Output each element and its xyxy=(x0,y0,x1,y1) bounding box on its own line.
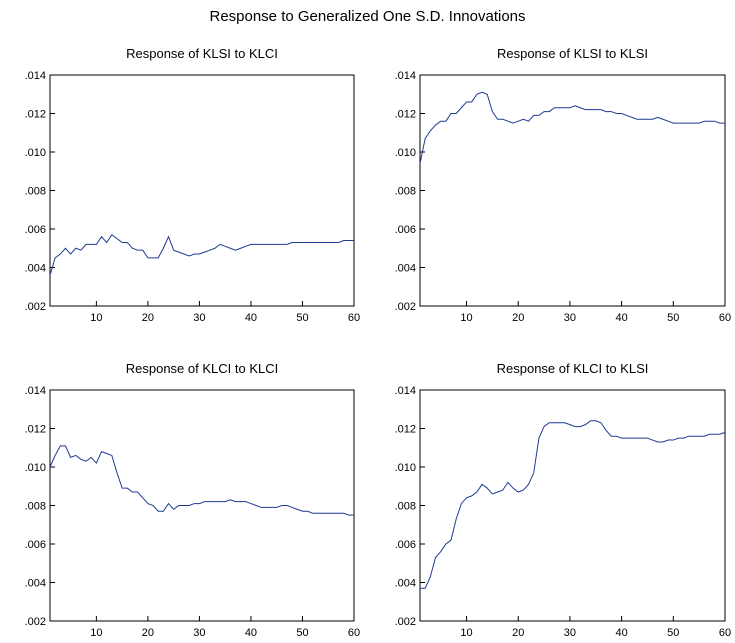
y-tick-label: .004 xyxy=(25,578,46,590)
x-tick-label: 60 xyxy=(348,312,360,324)
panel-title-3: Response of KLCI to KLCI xyxy=(126,361,278,376)
y-tick-label: .004 xyxy=(395,263,416,275)
y-tick-label: .010 xyxy=(395,147,416,159)
response-line-1 xyxy=(49,234,354,276)
response-line-2 xyxy=(419,91,725,164)
figure-title: Response to Generalized One S.D. Innovat… xyxy=(209,8,526,25)
y-tick-label: .004 xyxy=(25,263,46,275)
x-tick-label: 10 xyxy=(460,627,472,639)
y-tick-label: .014 xyxy=(395,385,416,397)
y-tick-label: .014 xyxy=(395,70,416,82)
x-tick-label: 10 xyxy=(90,312,102,324)
x-tick-label: 30 xyxy=(193,627,205,639)
x-tick-label: 40 xyxy=(245,312,257,324)
x-tick-label: 50 xyxy=(667,627,679,639)
x-tick-label: 20 xyxy=(142,627,154,639)
x-tick-label: 30 xyxy=(564,627,576,639)
response-line-4 xyxy=(420,420,726,589)
x-tick-label: 60 xyxy=(348,627,360,639)
y-tick-label: .010 xyxy=(25,147,46,159)
x-tick-label: 10 xyxy=(90,627,102,639)
x-tick-label: 60 xyxy=(719,627,731,639)
y-tick-label: .014 xyxy=(25,70,46,82)
y-tick-label: .012 xyxy=(25,109,46,121)
panel-title-1: Response of KLSI to KLCI xyxy=(126,46,278,61)
y-tick-label: .006 xyxy=(25,539,46,551)
y-tick-label: .012 xyxy=(395,424,416,436)
x-tick-label: 50 xyxy=(667,312,679,324)
x-tick-label: 20 xyxy=(512,312,524,324)
y-tick-label: .006 xyxy=(395,539,416,551)
y-tick-label: .010 xyxy=(25,462,46,474)
y-tick-label: .014 xyxy=(25,385,46,397)
y-tick-label: .002 xyxy=(395,616,416,628)
x-tick-label: 60 xyxy=(719,312,731,324)
response-line-3 xyxy=(49,445,354,516)
y-tick-label: .006 xyxy=(25,224,46,236)
y-tick-label: .012 xyxy=(25,424,46,436)
y-tick-label: .010 xyxy=(395,462,416,474)
x-tick-label: 10 xyxy=(460,312,472,324)
x-tick-label: 30 xyxy=(193,312,205,324)
x-tick-label: 40 xyxy=(615,627,627,639)
y-tick-label: .004 xyxy=(395,578,416,590)
y-tick-label: .008 xyxy=(395,501,416,513)
y-tick-label: .002 xyxy=(25,301,46,313)
x-tick-label: 50 xyxy=(296,627,308,639)
y-tick-label: .012 xyxy=(395,109,416,121)
plot-frame-1 xyxy=(49,74,355,307)
panel-title-2: Response of KLSI to KLSI xyxy=(497,46,648,61)
panel-title-4: Response of KLCI to KLSI xyxy=(497,361,649,376)
y-tick-label: .002 xyxy=(395,301,416,313)
x-tick-label: 20 xyxy=(142,312,154,324)
y-tick-label: .008 xyxy=(25,501,46,513)
plot-frame-4 xyxy=(419,389,726,622)
y-tick-label: .008 xyxy=(395,186,416,198)
x-tick-label: 40 xyxy=(615,312,627,324)
y-tick-label: .002 xyxy=(25,616,46,628)
x-tick-label: 40 xyxy=(245,627,257,639)
plot-frame-3 xyxy=(49,389,355,622)
plot-frame-2 xyxy=(419,74,726,307)
x-tick-label: 50 xyxy=(296,312,308,324)
y-tick-label: .006 xyxy=(395,224,416,236)
y-tick-label: .008 xyxy=(25,186,46,198)
x-tick-label: 30 xyxy=(564,312,576,324)
x-tick-label: 20 xyxy=(512,627,524,639)
